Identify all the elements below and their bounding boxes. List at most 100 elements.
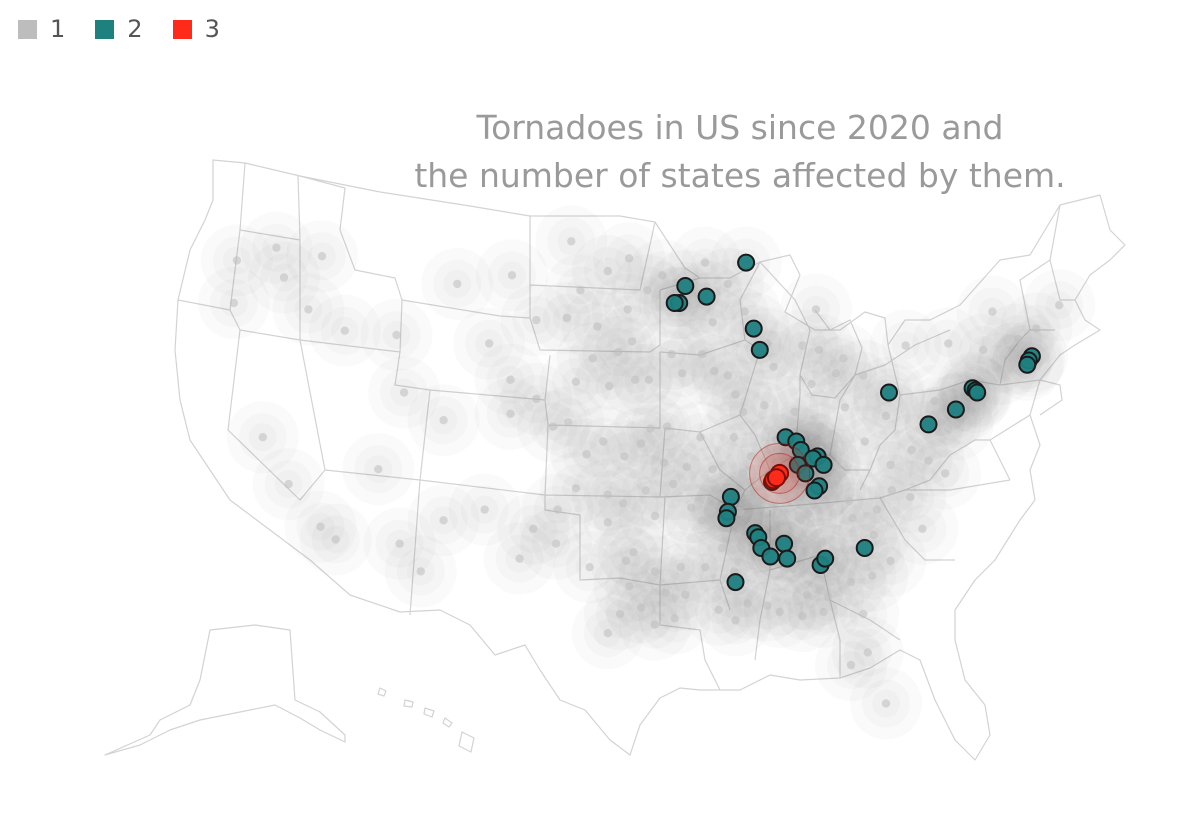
tornado-point-1-state bbox=[615, 609, 625, 619]
tornado-point-1-state bbox=[700, 563, 710, 572]
tornado-point-1-state bbox=[506, 409, 515, 418]
tornado-point-1-state bbox=[614, 347, 623, 357]
tornado-point-1-state bbox=[781, 484, 790, 493]
tornado-point-1-state bbox=[869, 531, 878, 540]
tornado-point-2-states bbox=[946, 400, 965, 419]
tornado-point-2-states bbox=[744, 319, 763, 338]
tornado-point-1-state bbox=[279, 273, 289, 282]
tornado-point-1-state bbox=[641, 486, 650, 495]
tornado-point-1-state bbox=[731, 616, 740, 625]
tornado-point-1-state bbox=[687, 503, 696, 512]
tornado-point-1-state bbox=[738, 407, 748, 416]
tornado-point-1-state bbox=[860, 437, 869, 446]
tornado-point-1-state bbox=[804, 509, 813, 519]
legend-item-3: 3 bbox=[172, 12, 220, 46]
tornado-point-1-state bbox=[576, 286, 585, 295]
tornado-point-1-state bbox=[763, 601, 772, 610]
tornado-point-2-states bbox=[737, 253, 756, 272]
tornado-point-1-state bbox=[567, 237, 576, 246]
tornado-point-1-state bbox=[480, 505, 489, 514]
tornado-point-1-state bbox=[918, 524, 927, 533]
tornado-point-1-state bbox=[731, 390, 740, 399]
tornado-point-1-state bbox=[700, 258, 710, 267]
tornado-point-1-state bbox=[1055, 301, 1064, 310]
tornado-point-1-state bbox=[708, 465, 717, 474]
legend-label-2: 2 bbox=[127, 15, 143, 43]
tornado-point-1-state bbox=[735, 507, 745, 516]
tornado-point-1-state bbox=[1032, 324, 1041, 333]
tornado-point-1-state bbox=[825, 488, 834, 497]
tornado-point-2-states bbox=[805, 481, 824, 500]
tornado-point-1-state bbox=[515, 554, 524, 563]
tornado-point-1-state bbox=[846, 577, 856, 587]
tornado-point-2-states bbox=[816, 549, 835, 568]
tornado-point-1-state bbox=[717, 543, 726, 553]
tornado-point-1-state bbox=[650, 511, 660, 521]
tornado-point-1-state bbox=[941, 469, 950, 478]
title-line-1: Tornadoes in US since 2020 and bbox=[476, 108, 1004, 147]
tornado-point-1-state bbox=[924, 456, 933, 465]
tornado-point-1-state bbox=[886, 556, 895, 565]
tornado-point-1-state bbox=[814, 345, 824, 355]
tornado-point-1-state bbox=[399, 388, 409, 397]
tornado-point-1-state bbox=[593, 322, 602, 331]
tornado-point-1-state bbox=[802, 590, 812, 599]
tornado-point-1-state bbox=[650, 620, 660, 629]
tornado-point-1-state bbox=[723, 279, 733, 289]
tornado-point-1-state bbox=[769, 514, 778, 523]
tornado-point-1-state bbox=[564, 418, 573, 427]
tornado-point-1-state bbox=[453, 279, 462, 289]
tornado-point-1-state bbox=[374, 465, 383, 474]
tornado-point-1-state bbox=[833, 460, 842, 470]
tornado-point-1-state bbox=[839, 354, 848, 363]
tornado-point-1-state bbox=[863, 648, 872, 657]
tornado-point-1-state bbox=[859, 609, 868, 619]
tornado-point-2-states bbox=[665, 294, 684, 312]
tornado-point-2-states bbox=[919, 415, 938, 434]
tornado-point-1-state bbox=[988, 307, 997, 316]
tornado-point-1-state bbox=[710, 367, 719, 376]
tornado-point-1-state bbox=[868, 571, 877, 580]
tornado-point-1-state bbox=[845, 496, 854, 506]
tornado-point-1-state bbox=[807, 379, 816, 389]
tornado-point-1-state bbox=[824, 592, 833, 602]
tornado-point-1-state bbox=[953, 420, 962, 429]
tornado-point-1-state bbox=[644, 375, 653, 384]
tornado-point-1-state bbox=[627, 337, 637, 346]
tornado-point-2-states bbox=[1018, 355, 1037, 374]
tornado-point-1-state bbox=[485, 339, 494, 348]
tornado-point-1-state bbox=[631, 375, 640, 384]
tornado-point-1-state bbox=[930, 396, 939, 406]
tornado-point-1-state bbox=[775, 607, 784, 617]
tornado-point-1-state bbox=[738, 469, 748, 478]
tornado-point-1-state bbox=[881, 699, 891, 708]
michigan-outline bbox=[759, 261, 863, 399]
tornado-point-2-states bbox=[726, 573, 745, 592]
tornado-point-1-state bbox=[816, 422, 825, 431]
alaska-outline bbox=[104, 624, 346, 756]
tornado-point-1-state bbox=[618, 499, 628, 508]
tornado-point-1-state bbox=[682, 462, 691, 472]
tornado-point-1-state bbox=[1014, 335, 1023, 344]
tornado-point-1-state bbox=[532, 315, 541, 325]
tornado-point-1-state bbox=[507, 271, 517, 280]
tornado-point-1-state bbox=[848, 514, 857, 523]
tornado-point-2-states bbox=[750, 340, 769, 359]
tornado-point-1-state bbox=[678, 369, 687, 378]
tornado-point-1-state bbox=[979, 345, 988, 355]
tornado-point-1-state bbox=[317, 252, 327, 261]
lake-erie-shore bbox=[854, 329, 951, 376]
hawaii-islands bbox=[377, 687, 475, 753]
tornado-point-1-state bbox=[605, 381, 614, 391]
tornado-point-1-state bbox=[740, 307, 749, 316]
title-line-2: the number of states affected by them. bbox=[414, 156, 1066, 195]
tornado-point-1-state bbox=[392, 330, 401, 340]
legend-swatch-2 bbox=[95, 19, 115, 39]
tornado-point-1-state bbox=[582, 450, 591, 459]
tornado-point-1-state bbox=[723, 371, 733, 380]
tornado-point-1-state bbox=[599, 437, 608, 446]
tornado-point-2-states bbox=[717, 509, 736, 528]
tornado-point-1-state bbox=[819, 607, 828, 617]
tornado-point-1-state bbox=[936, 418, 945, 427]
tornado-point-1-state bbox=[532, 394, 541, 404]
